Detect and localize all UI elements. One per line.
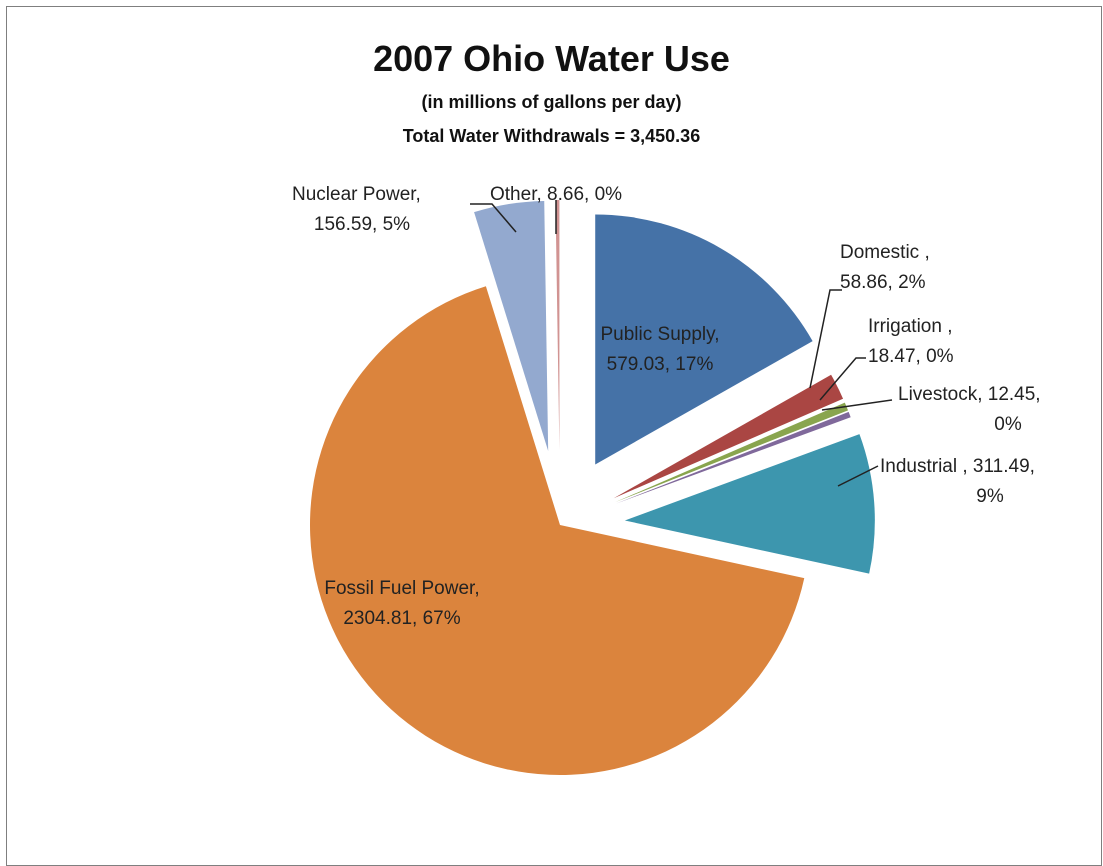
data-label-public-supply: Public Supply, 579.03, 17%	[601, 324, 720, 375]
leader-line-livestock	[821, 399, 893, 411]
pie-slice-industrial	[624, 434, 875, 574]
leader-line-irrigation	[819, 357, 866, 401]
data-label-industrial: Industrial , 311.49, 9%	[880, 456, 1035, 507]
pie-slice-irrigation	[615, 402, 849, 503]
chart-total: Total Water Withdrawals = 3,450.36	[402, 126, 701, 146]
data-label-other: Other, 8.66, 0%	[490, 184, 622, 205]
data-label-livestock: Livestock, 12.45, 0%	[898, 384, 1041, 435]
pie-slice-public-supply	[595, 214, 813, 465]
data-label-domestic: Domestic , 58.86, 2%	[840, 242, 930, 293]
leader-line-industrial	[837, 465, 879, 487]
pie-slice-fossil-fuel-power	[310, 286, 805, 776]
pie-slice-livestock	[616, 411, 851, 504]
data-label-irrigation: Irrigation , 18.47, 0%	[868, 316, 954, 367]
leader-line-domestic	[809, 289, 842, 389]
pie-slice-nuclear-power	[474, 200, 549, 451]
data-label-fossil-fuel-power: Fossil Fuel Power, 2304.81, 67%	[324, 578, 479, 629]
pie-slice-domestic	[613, 374, 844, 499]
leader-line-nuclear-power	[470, 203, 517, 233]
chart-subtitle: (in millions of gallons per day)	[421, 92, 682, 112]
data-label-nuclear-power: Nuclear Power, 156.59, 5%	[292, 184, 421, 235]
pie-slice-other	[555, 200, 560, 451]
chart-title: 2007 Ohio Water Use	[373, 38, 730, 79]
